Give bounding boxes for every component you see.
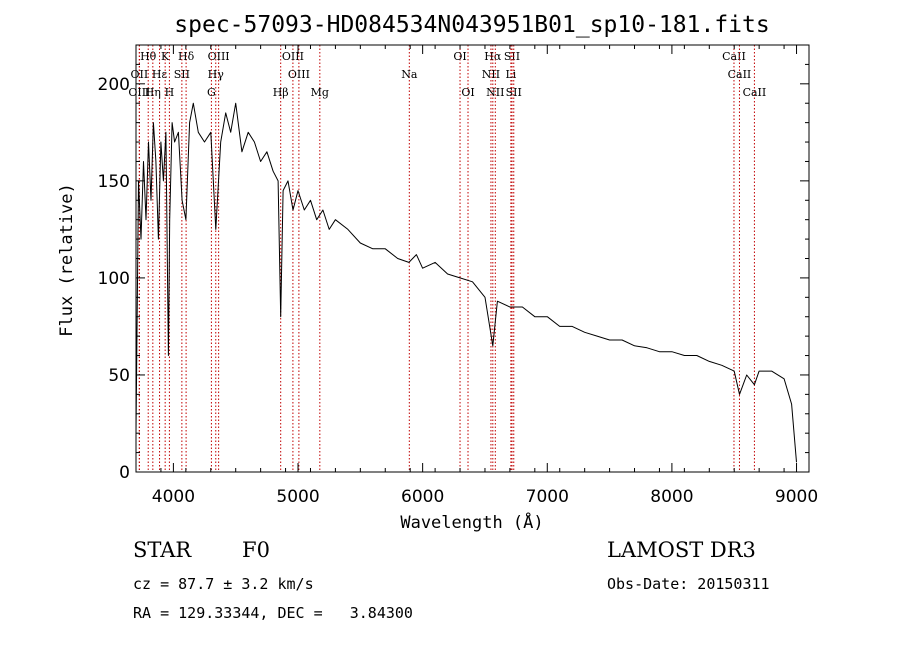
y-tick-label: 50 [108, 366, 130, 386]
x-tick-label: 4000 [152, 487, 195, 507]
object-type: STAR [133, 538, 192, 562]
spectral-line-label: Mg [311, 86, 329, 99]
redshift-value: cz = 87.7 ± 3.2 km/s [133, 575, 314, 593]
spectral-line-label: OIII [288, 68, 310, 81]
spectral-line-label: CaII [722, 50, 746, 63]
y-axis-label: Flux (relative) [57, 183, 77, 337]
y-tick-label: 0 [119, 463, 130, 483]
spectral-line-label: Hη [145, 86, 161, 99]
spectral-line-label: Hγ [208, 68, 225, 81]
x-axis-label: Wavelength (Å) [400, 511, 543, 533]
spectral-line-label: SII [174, 68, 190, 81]
spectral-line-label: Hε [152, 68, 168, 81]
x-tick-label: 6000 [401, 487, 444, 507]
x-tick-label: 7000 [526, 487, 569, 507]
spectral-line-label: G [207, 86, 216, 99]
spectral-line-label: SII [504, 50, 520, 63]
spectral-line-label: K [161, 50, 170, 63]
y-tick-label: 200 [98, 75, 130, 95]
y-tick-label: 150 [98, 172, 130, 192]
spectral-line-label: Hθ [140, 50, 157, 63]
spectral-class: F0 [242, 538, 270, 562]
spectral-line-label: Li [505, 68, 516, 81]
flux-line [135, 102, 797, 463]
chart-title: spec-57093-HD084534N043951B01_sp10-181.f… [174, 12, 769, 38]
spectral-line-label: Hβ [273, 86, 289, 99]
spectral-line-label: OI [461, 86, 474, 99]
spectral-line-label: Hδ [178, 50, 195, 63]
spectral-line-label: H [165, 86, 175, 99]
x-tick-label: 5000 [276, 487, 319, 507]
spectral-line-label: NII [482, 68, 500, 81]
x-tick-label: 8000 [650, 487, 693, 507]
spectral-line-label: OI [453, 50, 466, 63]
spectral-line-label: CaII [743, 86, 767, 99]
y-tick-label: 100 [98, 269, 130, 289]
spectral-line-label: OIII [208, 50, 230, 63]
spectral-line-label: CaII [728, 68, 752, 81]
spectral-line-label: Na [401, 68, 418, 81]
sky-coordinates: RA = 129.33344, DEC = 3.84300 [133, 604, 413, 622]
spectral-line-label: OIII [282, 50, 304, 63]
flux-series [135, 102, 797, 463]
x-tick-label: 9000 [775, 487, 818, 507]
axis-ticks: 4000 5000 6000 7000 8000 9000 0 50 100 150 200 [98, 44, 818, 507]
spectral-line-label: NII [486, 86, 504, 99]
spectral-line-label: SII [506, 86, 522, 99]
survey-name: LAMOST DR3 [607, 538, 756, 562]
observation-date: Obs-Date: 20150311 [607, 575, 770, 593]
spectral-line-label: OIII [128, 86, 150, 99]
spectral-line-label: Hα [484, 50, 502, 63]
